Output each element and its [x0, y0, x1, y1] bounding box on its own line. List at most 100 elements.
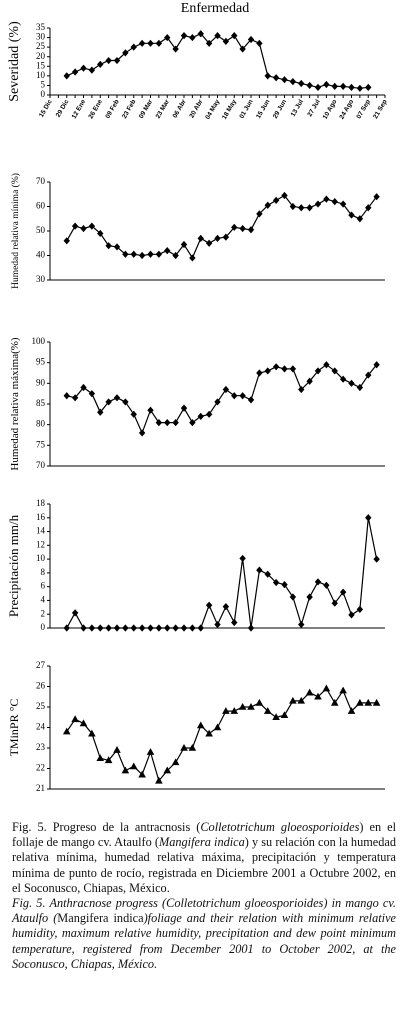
- marker: [122, 624, 129, 632]
- caption-text: Colletotrichum gloeosporioides: [200, 820, 360, 834]
- marker: [189, 419, 196, 427]
- marker: [196, 721, 205, 729]
- marker: [231, 32, 238, 40]
- marker: [155, 624, 163, 632]
- y-tick-label: 70: [36, 176, 46, 186]
- y-tick-label: 4: [41, 595, 46, 605]
- marker: [105, 624, 112, 632]
- marker: [339, 200, 347, 208]
- marker: [339, 375, 347, 383]
- marker: [122, 250, 129, 258]
- x-tick-label: 23 Feb: [121, 98, 137, 119]
- y-axis-label: Severidad (%): [7, 21, 22, 102]
- y-tick-label: 50: [36, 225, 46, 235]
- marker: [314, 83, 322, 91]
- marker: [356, 698, 364, 706]
- marker: [205, 601, 213, 609]
- marker: [373, 361, 380, 369]
- marker: [180, 240, 188, 249]
- marker: [255, 698, 264, 706]
- marker: [272, 363, 280, 371]
- marker: [298, 385, 305, 394]
- y-tick-label: 25: [36, 41, 46, 51]
- marker: [172, 251, 179, 260]
- marker: [323, 581, 330, 589]
- marker: [147, 250, 154, 258]
- marker: [305, 688, 314, 696]
- y-tick-label: 18: [36, 498, 46, 508]
- line: [66, 363, 378, 435]
- marker: [256, 210, 263, 218]
- marker: [172, 45, 179, 53]
- marker: [130, 43, 137, 51]
- marker: [331, 198, 338, 206]
- y-tick-label: 2: [41, 608, 46, 618]
- marker: [281, 191, 288, 200]
- marker: [155, 250, 163, 258]
- marker: [339, 686, 347, 694]
- marker: [205, 729, 213, 737]
- x-tick-label: 18 May: [221, 98, 238, 121]
- line: [66, 32, 369, 89]
- marker: [164, 419, 171, 427]
- marker: [289, 593, 297, 601]
- marker: [88, 66, 96, 74]
- caption-text: Fig. 5. Progreso de la antracnosis (: [12, 820, 201, 834]
- x-tick-label: 12 Ene: [71, 98, 88, 120]
- marker: [263, 707, 272, 714]
- y-tick-label: 0: [41, 622, 46, 632]
- marker: [264, 72, 271, 80]
- y-tick-label: 22: [36, 763, 45, 773]
- marker: [172, 419, 179, 427]
- y-tick-label: 21: [36, 783, 45, 793]
- marker: [222, 37, 230, 45]
- marker: [205, 410, 213, 418]
- marker: [88, 624, 96, 632]
- marker: [205, 239, 213, 247]
- marker: [147, 406, 154, 414]
- marker: [197, 412, 204, 420]
- x-tick-label: 13 Jul: [290, 98, 305, 118]
- marker: [348, 83, 355, 91]
- marker: [222, 233, 230, 241]
- marker: [197, 234, 204, 242]
- y-tick-label: 100: [32, 336, 46, 346]
- marker: [197, 30, 204, 38]
- marker: [130, 250, 137, 258]
- x-tick-label: 24 Ago: [338, 98, 355, 120]
- y-tick-label: 20: [36, 51, 46, 61]
- y-tick-label: 23: [36, 742, 46, 752]
- marker: [113, 394, 121, 402]
- marker: [164, 247, 171, 255]
- x-tick-label: 06 Abr: [172, 98, 188, 119]
- marker: [130, 624, 137, 632]
- y-axis-label: TMinPR °C: [7, 699, 21, 757]
- marker: [365, 83, 372, 91]
- marker: [146, 748, 155, 755]
- marker: [364, 698, 373, 706]
- marker: [105, 398, 112, 406]
- marker: [289, 78, 297, 86]
- x-tick-label: 21 Sep: [372, 98, 389, 120]
- marker: [88, 222, 96, 230]
- marker: [289, 365, 297, 373]
- marker: [264, 367, 271, 375]
- x-tick-label: 23 Mar: [155, 98, 172, 120]
- marker: [297, 696, 306, 704]
- marker: [138, 624, 146, 632]
- y-tick-label: 27: [36, 660, 46, 670]
- y-tick-label: 16: [36, 512, 46, 522]
- marker: [205, 39, 213, 47]
- chart-title: Enfermedad: [181, 1, 249, 16]
- marker: [164, 624, 171, 632]
- x-tick-label: 20 Abr: [188, 98, 204, 119]
- marker: [197, 624, 204, 632]
- y-tick-label: 14: [36, 526, 46, 536]
- marker: [147, 624, 154, 632]
- marker: [147, 39, 154, 47]
- y-tick-label: 0: [41, 89, 46, 99]
- marker: [306, 81, 313, 90]
- marker: [256, 369, 263, 377]
- marker: [63, 72, 70, 80]
